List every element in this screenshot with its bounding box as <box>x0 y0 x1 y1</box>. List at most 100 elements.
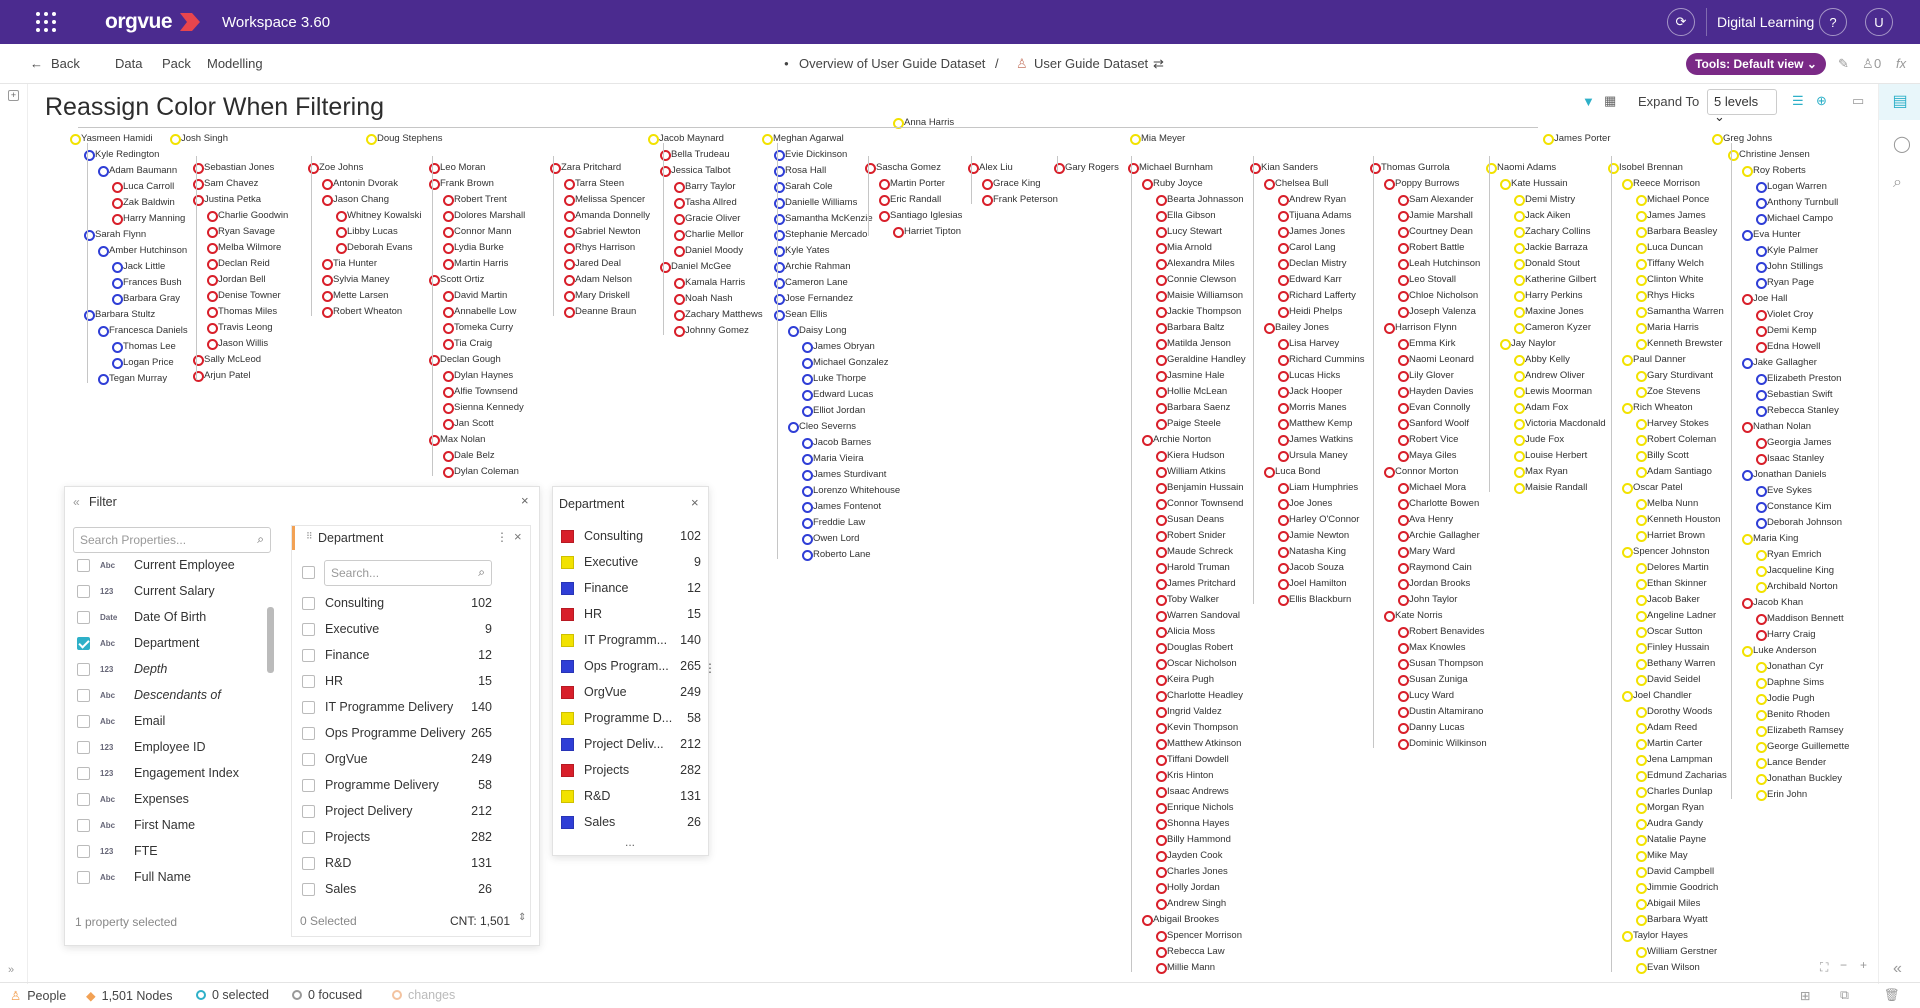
org-node[interactable]: Adam Nelson <box>564 274 632 286</box>
org-node[interactable]: Melba Wilmore <box>207 242 281 254</box>
org-node[interactable]: Edmund Zacharias <box>1636 770 1727 782</box>
org-node[interactable]: Frank Peterson <box>982 194 1058 206</box>
org-node[interactable]: Dale Belz <box>443 450 495 462</box>
org-node[interactable]: Sascha Gomez <box>865 162 941 174</box>
org-node[interactable]: Justina Petka <box>193 194 261 206</box>
org-node[interactable]: Alicia Moss <box>1156 626 1215 638</box>
org-node[interactable]: Roy Roberts <box>1742 165 1806 177</box>
org-node[interactable]: Robert Trent <box>443 194 507 206</box>
org-node[interactable]: Cleo Severns <box>788 421 856 433</box>
value-row[interactable]: HR 15 <box>302 668 492 694</box>
org-node[interactable]: James Fontenot <box>802 501 881 513</box>
org-node[interactable]: Deborah Johnson <box>1756 517 1842 529</box>
org-node[interactable]: Kian Sanders <box>1250 162 1318 174</box>
org-node[interactable]: Deanne Braun <box>564 306 636 318</box>
org-node[interactable]: Jay Naylor <box>1500 338 1556 350</box>
property-checkbox[interactable] <box>77 558 90 572</box>
org-node[interactable]: Sam Chavez <box>193 178 258 190</box>
org-node[interactable]: Elliot Jordan <box>802 405 865 417</box>
org-node[interactable]: Rosa Hall <box>774 165 826 177</box>
property-checkbox[interactable] <box>77 714 90 728</box>
org-node[interactable]: Dustin Altamirano <box>1398 706 1483 718</box>
org-node[interactable]: Jonathan Buckley <box>1756 773 1842 785</box>
org-node[interactable]: Sebastian Swift <box>1756 389 1832 401</box>
org-node[interactable]: Jonathan Cyr <box>1756 661 1824 673</box>
org-node[interactable]: Erin John <box>1756 789 1807 801</box>
org-node[interactable]: Chloe Nicholson <box>1398 290 1478 302</box>
property-checkbox[interactable] <box>77 844 90 858</box>
org-node[interactable]: Jason Chang <box>322 194 389 206</box>
org-node[interactable]: Michael Burnham <box>1128 162 1213 174</box>
org-node[interactable]: Evan Wilson <box>1636 962 1700 974</box>
org-node[interactable]: Greg Johns <box>1712 133 1772 145</box>
org-node[interactable]: Michael Gonzalez <box>802 357 889 369</box>
chart-view-icon[interactable]: ▤ <box>1879 84 1920 120</box>
org-node[interactable]: Charles Dunlap <box>1636 786 1712 798</box>
org-node[interactable]: Leah Hutchinson <box>1398 258 1480 270</box>
org-node[interactable]: Robert Battle <box>1398 242 1464 254</box>
org-node[interactable]: Tijuana Adams <box>1278 210 1352 222</box>
help-button[interactable]: ? <box>1818 8 1848 36</box>
org-node[interactable]: Amanda Donnelly <box>564 210 650 222</box>
org-node[interactable]: Tasha Allred <box>674 197 737 209</box>
property-list-scrollbar[interactable] <box>267 607 274 673</box>
org-node[interactable]: Robert Vice <box>1398 434 1458 446</box>
value-row[interactable]: Finance 12 <box>302 642 492 668</box>
org-node[interactable]: Emma Kirk <box>1398 338 1455 350</box>
org-node[interactable]: Jared Deal <box>564 258 621 270</box>
property-row[interactable]: Abc First Name <box>77 813 195 837</box>
org-node[interactable]: Frank Brown <box>429 178 494 190</box>
modelling-menu[interactable]: Modelling <box>207 56 263 71</box>
org-node[interactable]: Freddie Law <box>802 517 865 529</box>
org-node[interactable]: Frances Bush <box>112 277 182 289</box>
org-node[interactable]: Joseph Valenza <box>1398 306 1476 318</box>
value-row[interactable]: IT Programme Delivery 140 <box>302 694 492 720</box>
org-node[interactable]: Harley O'Connor <box>1278 514 1359 526</box>
org-node[interactable]: Sebastian Jones <box>193 162 274 174</box>
org-node[interactable]: Jack Hooper <box>1278 386 1342 398</box>
property-checkbox[interactable] <box>77 584 90 598</box>
value-checkbox[interactable] <box>302 830 315 844</box>
org-node[interactable]: Thomas Lee <box>112 341 176 353</box>
org-node[interactable]: Shonna Hayes <box>1156 818 1229 830</box>
legend-resize-icon[interactable]: ⋮ <box>704 661 716 675</box>
org-node[interactable]: Lisa Harvey <box>1278 338 1339 350</box>
org-node[interactable]: Gabriel Newton <box>564 226 640 238</box>
org-node[interactable]: Jason Willis <box>207 338 268 350</box>
org-node[interactable]: James Watkins <box>1278 434 1353 446</box>
legend-item[interactable]: HR 15 <box>561 601 701 627</box>
org-node[interactable]: Sylvia Maney <box>322 274 390 286</box>
legend-more[interactable]: ... <box>625 835 636 849</box>
org-node[interactable]: Charlotte Bowen <box>1398 498 1479 510</box>
org-node[interactable]: Gary Sturdivant <box>1636 370 1713 382</box>
org-node[interactable]: Maria Vieira <box>802 453 864 465</box>
org-node[interactable]: Ryan Page <box>1756 277 1814 289</box>
org-node[interactable]: Bailey Jones <box>1264 322 1329 334</box>
org-node[interactable]: Jimmie Goodrich <box>1636 882 1718 894</box>
org-node[interactable]: David Campbell <box>1636 866 1714 878</box>
org-node[interactable]: Audra Gandy <box>1636 818 1703 830</box>
org-node[interactable]: Warren Sandoval <box>1156 610 1240 622</box>
org-node[interactable]: Max Knowles <box>1398 642 1466 654</box>
pin-icon[interactable]: ✎ <box>1838 56 1849 71</box>
org-node[interactable]: Delores Martin <box>1636 562 1709 574</box>
org-node[interactable]: Andrew Singh <box>1156 898 1226 910</box>
org-node[interactable]: Sam Alexander <box>1398 194 1473 206</box>
org-node[interactable]: Angeline Ladner <box>1636 610 1716 622</box>
count-toggle-icon[interactable]: ⇕ <box>518 912 527 923</box>
org-node[interactable]: Dorothy Woods <box>1636 706 1712 718</box>
org-node[interactable]: Sienna Kennedy <box>443 402 524 414</box>
org-node[interactable]: Tia Hunter <box>322 258 377 270</box>
value-checkbox[interactable] <box>302 856 315 870</box>
org-node[interactable]: Donald Stout <box>1514 258 1580 270</box>
org-node[interactable]: Violet Croy <box>1756 309 1813 321</box>
org-node[interactable]: Barbara Wyatt <box>1636 914 1708 926</box>
property-checkbox[interactable] <box>77 688 90 702</box>
org-node[interactable]: Adam Santiago <box>1636 466 1712 478</box>
org-node[interactable]: Samantha McKenzie <box>774 213 873 225</box>
org-node[interactable]: Thomas Gurrola <box>1370 162 1450 174</box>
property-row[interactable]: Date Date Of Birth <box>77 605 206 629</box>
org-node[interactable]: Rhys Hicks <box>1636 290 1695 302</box>
org-node[interactable]: Zachary Collins <box>1514 226 1590 238</box>
org-node[interactable]: Jacob Baker <box>1636 594 1700 606</box>
